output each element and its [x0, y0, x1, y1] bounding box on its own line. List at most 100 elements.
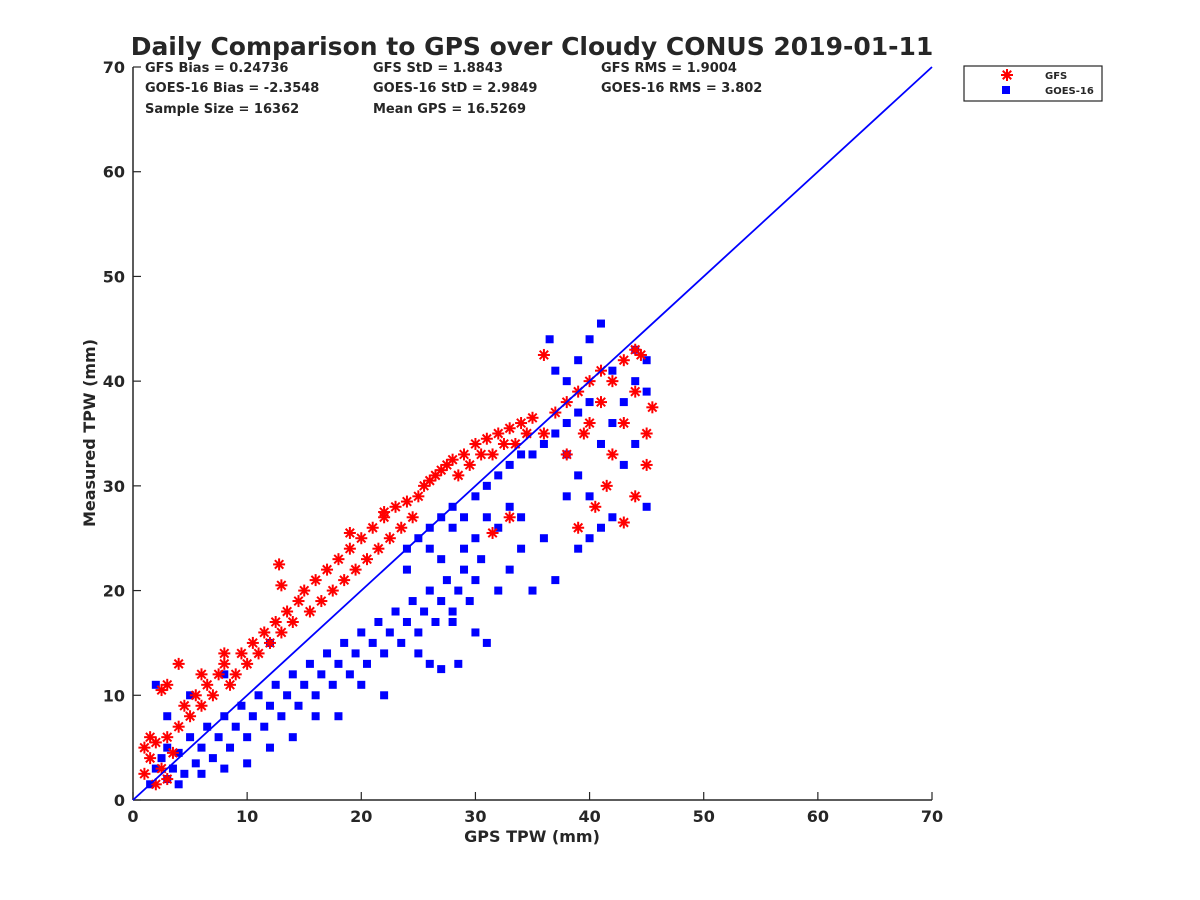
legend-goes16-label: GOES-16 — [1045, 86, 1094, 97]
goes16-point — [351, 649, 360, 658]
goes16-point — [642, 502, 651, 511]
goes16-point — [168, 764, 177, 773]
goes16-point — [208, 754, 217, 763]
gfs-point — [161, 773, 174, 786]
goes16-point — [562, 419, 571, 428]
goes16-point — [574, 408, 583, 417]
x-ticks: 0 10 20 30 40 50 60 70 — [127, 792, 943, 826]
goes16-point — [288, 733, 297, 742]
goes16-point — [163, 743, 172, 752]
goes16-point — [180, 769, 189, 778]
one-to-one-line — [132, 66, 933, 801]
y-tick-label: 20 — [103, 582, 125, 601]
gfs-point — [469, 437, 482, 450]
goes16-point — [425, 586, 434, 595]
goes16-point — [402, 565, 411, 574]
x-tick-label: 50 — [693, 807, 715, 826]
gfs-point — [629, 385, 642, 398]
goes16-point — [323, 649, 332, 658]
gfs-point — [372, 542, 385, 555]
gfs-point — [515, 417, 528, 430]
goes16-point — [362, 659, 371, 668]
x-tick-label: 70 — [921, 807, 943, 826]
goes16-point — [642, 387, 651, 396]
axes — [132, 67, 932, 801]
gfs-point — [241, 657, 254, 670]
gfs-point — [343, 542, 356, 555]
y-tick-label: 60 — [103, 163, 125, 182]
goes16-point — [585, 398, 594, 407]
y-tick-label: 0 — [114, 791, 125, 810]
stats-block: GFS Bias = 0.24736 GFS StD = 1.8843 GFS … — [145, 61, 762, 117]
goes16-point — [357, 628, 366, 637]
gfs-point — [617, 516, 630, 529]
gfs-point — [275, 579, 288, 592]
gfs-point — [577, 427, 590, 440]
gfs-point — [366, 521, 379, 534]
gfs-point — [486, 526, 499, 539]
goes16-point — [197, 769, 206, 778]
gfs-point — [178, 699, 191, 712]
goes16-point — [471, 534, 480, 543]
gfs-point — [463, 458, 476, 471]
gfs-point — [292, 595, 305, 608]
legend-goes16-marker — [1002, 86, 1010, 94]
goes16-point — [260, 722, 269, 731]
goes16-point — [596, 319, 605, 328]
goes16-point — [414, 628, 423, 637]
gfs-point — [349, 563, 362, 576]
goes16-point — [237, 701, 246, 710]
gfs-point — [161, 731, 174, 744]
goes16-point — [157, 754, 166, 763]
y-tick-label: 40 — [103, 372, 125, 391]
goes16-point — [494, 523, 503, 532]
goes16-point — [585, 534, 594, 543]
goes16-point — [300, 680, 309, 689]
goes16-point — [551, 366, 560, 375]
gfs-point — [138, 767, 151, 780]
goes16-point — [562, 377, 571, 386]
goes16-point — [494, 586, 503, 595]
gfs-point — [594, 396, 607, 409]
legend: GFS GOES-16 — [963, 65, 1103, 102]
gfs-point — [338, 574, 351, 587]
gfs-point — [360, 553, 373, 566]
gfs-point — [406, 511, 419, 524]
goes16-point — [220, 764, 229, 773]
gfs-point — [412, 490, 425, 503]
gfs-point — [640, 458, 653, 471]
goes16-point — [163, 712, 172, 721]
gfs-point — [206, 689, 219, 702]
goes16-point — [311, 712, 320, 721]
gfs-point — [537, 348, 550, 361]
goes16-point — [151, 680, 160, 689]
gfs-point — [486, 448, 499, 461]
goes16-point — [226, 743, 235, 752]
goes16-point — [288, 670, 297, 679]
goes16-point — [243, 733, 252, 742]
gfs-point — [246, 636, 259, 649]
goes16-point — [334, 712, 343, 721]
goes16-point — [517, 544, 526, 553]
gfs-point — [646, 401, 659, 414]
goes16-point — [574, 544, 583, 553]
goes16-point — [294, 701, 303, 710]
goes16-point — [471, 628, 480, 637]
series-gfs — [138, 343, 659, 791]
gfs-point — [273, 558, 286, 571]
gfs-point — [252, 647, 265, 660]
goes16-point — [402, 617, 411, 626]
goes16-point — [608, 513, 617, 522]
goes16-point — [254, 691, 263, 700]
x-tick-label: 0 — [127, 807, 138, 826]
goes16-point — [539, 439, 548, 448]
goes16-point — [191, 759, 200, 768]
goes16-point — [596, 523, 605, 532]
gfs-point — [400, 495, 413, 508]
chart-title: Daily Comparison to GPS over Cloudy CONU… — [131, 32, 934, 61]
goes16-point — [505, 502, 514, 511]
goes16-point — [517, 513, 526, 522]
gfs-point — [212, 668, 225, 681]
gfs-point — [326, 584, 339, 597]
